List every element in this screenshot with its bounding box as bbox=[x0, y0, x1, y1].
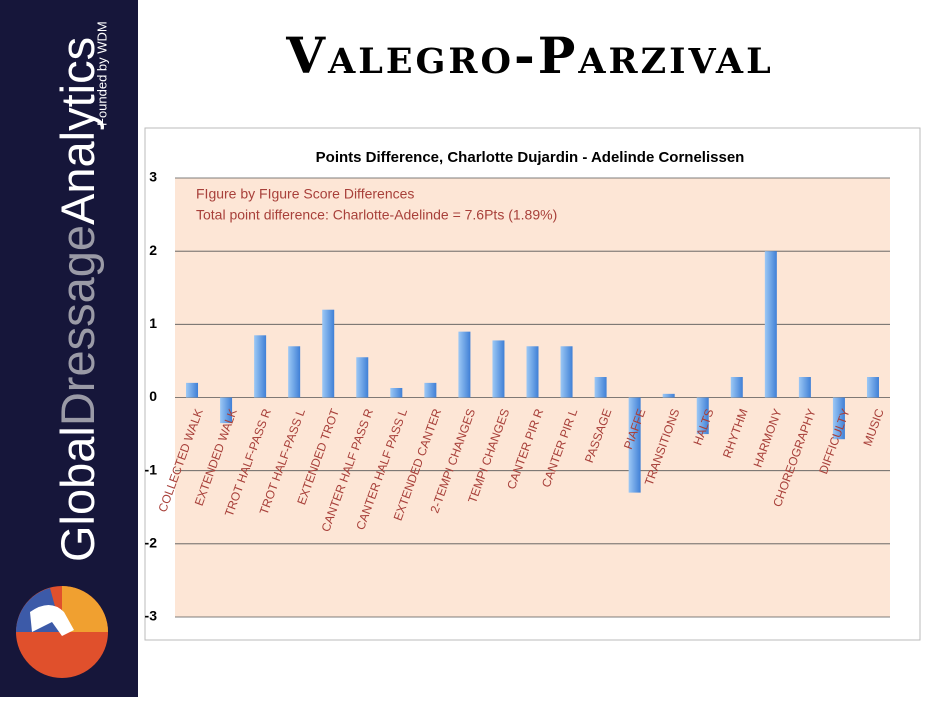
brand-part: Analytics bbox=[51, 37, 104, 225]
bar bbox=[186, 382, 199, 398]
slide-title: Valegro-Parzival bbox=[285, 26, 773, 85]
bar bbox=[628, 397, 641, 493]
annotation: Total point difference: Charlotte-Adelin… bbox=[196, 207, 557, 223]
bar bbox=[526, 346, 539, 398]
bar bbox=[594, 377, 607, 398]
bar bbox=[288, 346, 301, 398]
bar bbox=[832, 397, 845, 440]
bar bbox=[390, 387, 403, 398]
brand-part: Global bbox=[51, 426, 104, 562]
bar bbox=[356, 357, 369, 398]
y-tick-label: -1 bbox=[145, 461, 158, 477]
y-tick-label: 2 bbox=[149, 242, 157, 258]
bar bbox=[696, 397, 709, 435]
y-tick-label: 3 bbox=[149, 169, 157, 185]
logo bbox=[16, 586, 108, 678]
y-tick-label: -3 bbox=[145, 608, 158, 624]
y-tick-label: -2 bbox=[145, 535, 158, 551]
y-tick-label: 0 bbox=[149, 388, 157, 404]
bar bbox=[254, 335, 267, 398]
bar bbox=[798, 377, 811, 398]
bar bbox=[322, 309, 335, 398]
brand: GlobalDressageAnalytics bbox=[51, 37, 104, 562]
bar bbox=[220, 397, 233, 424]
brand-part: Dressage bbox=[51, 225, 104, 426]
bar bbox=[866, 377, 879, 398]
sidebar bbox=[0, 0, 138, 697]
y-tick-label: 1 bbox=[149, 315, 157, 331]
bar bbox=[764, 251, 777, 398]
tagline: Founded by WDM bbox=[94, 21, 109, 126]
bar bbox=[730, 377, 743, 398]
bar bbox=[492, 340, 505, 398]
bar bbox=[662, 393, 675, 398]
annotation: FIgure by FIgure Score Differences bbox=[196, 186, 414, 202]
chart-title: Points Difference, Charlotte Dujardin - … bbox=[316, 149, 745, 166]
bar bbox=[458, 331, 471, 398]
bar bbox=[424, 382, 437, 398]
bar bbox=[560, 346, 573, 398]
